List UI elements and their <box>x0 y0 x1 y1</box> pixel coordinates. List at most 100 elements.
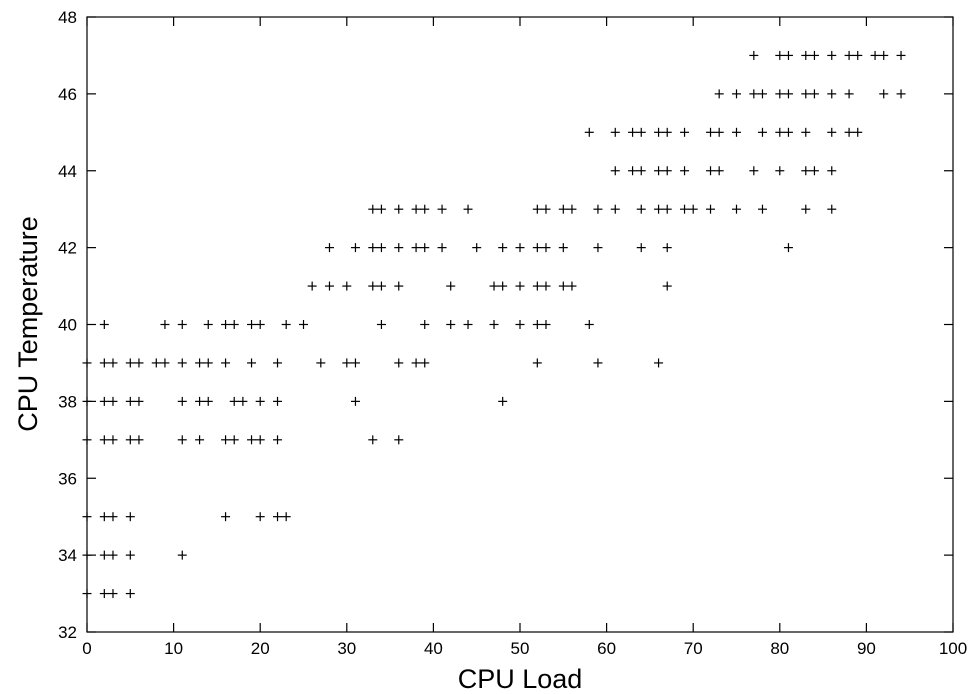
data-point <box>99 435 109 445</box>
data-point <box>307 281 317 291</box>
data-point <box>541 243 551 253</box>
data-markers <box>82 50 906 599</box>
x-tick-label: 80 <box>770 639 789 658</box>
data-point <box>732 127 741 137</box>
data-point <box>558 204 568 214</box>
data-point <box>368 243 378 253</box>
data-point <box>125 435 135 445</box>
data-point <box>420 320 430 329</box>
data-point <box>844 89 854 99</box>
x-tick-label: 50 <box>511 639 530 658</box>
data-point <box>229 435 239 445</box>
data-point <box>394 243 404 253</box>
data-point <box>680 127 690 137</box>
data-point <box>177 358 187 368</box>
data-point <box>662 166 672 176</box>
data-point <box>498 281 508 291</box>
data-point <box>749 89 759 99</box>
data-point <box>376 204 386 214</box>
data-point <box>82 550 92 560</box>
data-point <box>446 320 456 329</box>
data-point <box>636 127 646 137</box>
data-point <box>896 50 906 60</box>
data-point <box>801 50 811 60</box>
data-point <box>394 358 404 368</box>
y-tick-label: 46 <box>58 85 77 104</box>
data-point <box>853 127 863 137</box>
data-point <box>714 127 724 137</box>
data-point <box>801 204 811 214</box>
data-point <box>203 396 213 406</box>
data-point <box>281 512 291 522</box>
data-point <box>420 204 430 214</box>
data-point <box>801 127 811 137</box>
data-point <box>827 89 837 99</box>
data-point <box>99 512 109 522</box>
data-point <box>757 204 767 214</box>
data-point <box>584 127 594 137</box>
data-point <box>125 358 135 368</box>
data-point <box>125 589 135 599</box>
x-tick-label: 40 <box>424 639 443 658</box>
data-point <box>654 127 664 137</box>
data-point <box>273 396 283 406</box>
data-point <box>827 204 837 214</box>
data-point <box>255 512 265 522</box>
x-tick-label: 30 <box>337 639 356 658</box>
data-point <box>394 281 404 291</box>
data-point <box>281 320 291 329</box>
data-point <box>680 204 690 214</box>
data-point <box>463 320 473 329</box>
data-point <box>229 396 239 406</box>
data-point <box>255 396 265 406</box>
data-point <box>498 396 508 406</box>
y-tick-label: 48 <box>58 8 77 27</box>
y-tick-label: 42 <box>58 239 77 258</box>
data-point <box>610 166 620 176</box>
data-point <box>706 127 716 137</box>
y-tick-label: 40 <box>58 316 77 335</box>
data-point <box>827 166 837 176</box>
data-point <box>515 320 525 329</box>
data-point <box>541 281 551 291</box>
data-point <box>273 358 283 368</box>
data-point <box>324 281 334 291</box>
data-point <box>706 204 716 214</box>
data-point <box>221 435 231 445</box>
data-point <box>532 243 542 253</box>
data-point <box>654 358 664 368</box>
data-point <box>203 358 213 368</box>
data-point <box>532 204 542 214</box>
x-tick-label: 20 <box>251 639 270 658</box>
data-point <box>584 320 594 329</box>
data-point <box>420 243 430 253</box>
y-tick-label: 32 <box>58 623 77 642</box>
y-tick-label: 36 <box>58 469 77 488</box>
data-point <box>255 320 265 329</box>
data-point <box>628 166 638 176</box>
data-point <box>809 50 819 60</box>
data-point <box>108 396 118 406</box>
data-point <box>714 89 724 99</box>
data-point <box>368 281 378 291</box>
data-point <box>160 358 170 368</box>
x-axis-title: CPU Load <box>458 664 583 694</box>
data-point <box>108 358 118 368</box>
data-point <box>567 281 577 291</box>
data-point <box>316 358 326 368</box>
data-point <box>221 358 231 368</box>
data-point <box>783 89 793 99</box>
data-point <box>662 281 672 291</box>
data-point <box>489 320 499 329</box>
data-point <box>99 589 109 599</box>
data-point <box>775 127 785 137</box>
x-tick-label: 10 <box>164 639 183 658</box>
data-point <box>628 127 638 137</box>
data-point <box>610 204 620 214</box>
data-point <box>376 281 386 291</box>
y-axis-title: CPU Temperature <box>13 216 43 432</box>
data-point <box>99 358 109 368</box>
data-point <box>160 320 170 329</box>
data-point <box>809 89 819 99</box>
data-point <box>680 166 690 176</box>
